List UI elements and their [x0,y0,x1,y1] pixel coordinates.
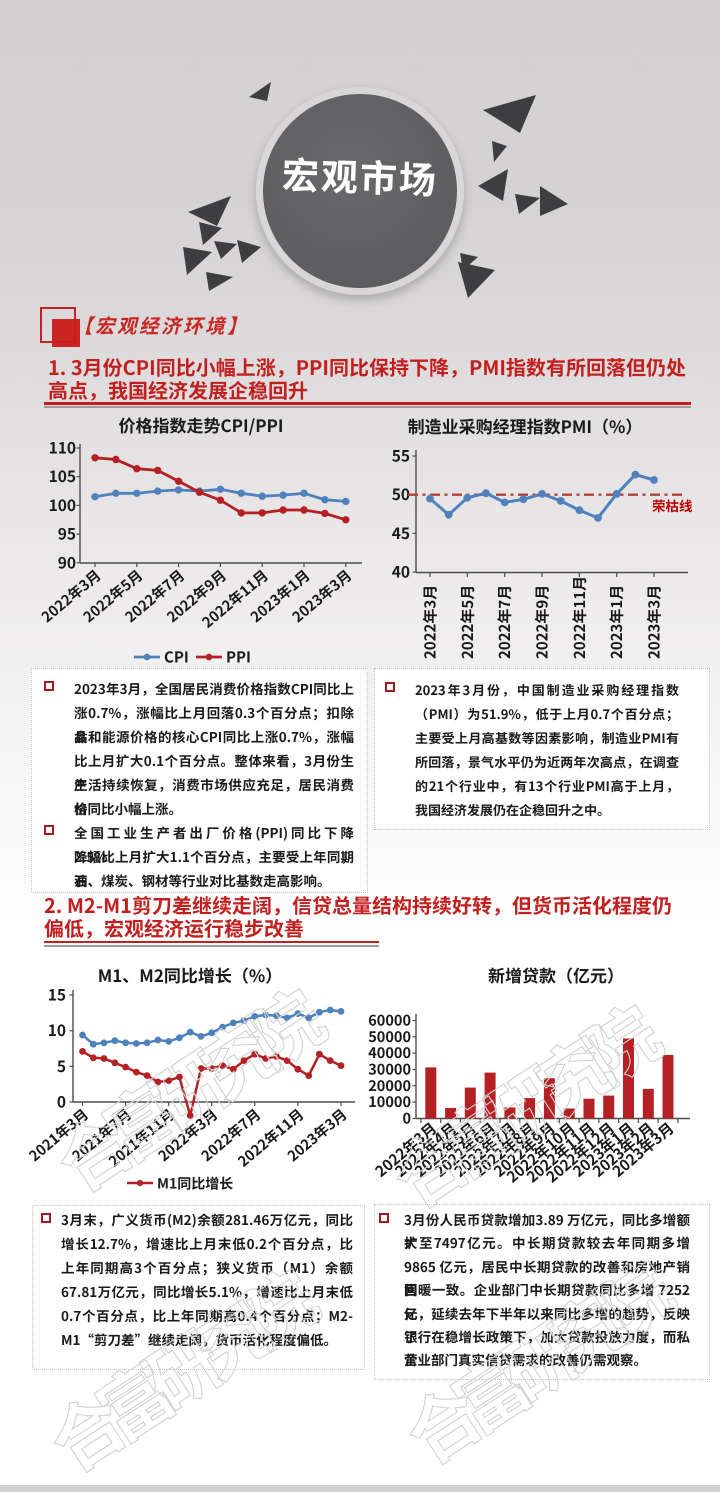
svg-text:2022年11月: 2022年11月 [569,576,590,659]
svg-text:5: 5 [57,1055,66,1077]
svg-text:新增贷款（亿元）: 新增贷款（亿元） [488,962,624,987]
svg-text:40000: 40000 [368,1042,411,1063]
svg-text:90: 90 [58,551,76,573]
svg-text:M1同比增长: M1同比增长 [157,1174,233,1194]
svg-text:2022年3月: 2022年3月 [420,585,441,659]
svg-text:20000: 20000 [368,1075,411,1096]
svg-text:2022年9月: 2022年9月 [532,585,553,659]
svg-text:105: 105 [49,465,76,487]
svg-text:100: 100 [49,494,76,516]
svg-text:45: 45 [392,522,410,544]
svg-text:2022年5月: 2022年5月 [457,585,478,659]
svg-text:50: 50 [392,483,410,505]
svg-text:PPI: PPI [226,647,251,668]
svg-text:10: 10 [48,1019,66,1041]
svg-text:荣枯线: 荣枯线 [652,495,693,515]
svg-text:50000: 50000 [368,1026,411,1047]
svg-text:价格指数走势CPI/PPI: 价格指数走势CPI/PPI [119,412,284,437]
svg-text:15: 15 [48,984,66,1006]
svg-text:2023年1月: 2023年1月 [606,585,627,659]
svg-text:CPI: CPI [164,647,189,668]
svg-text:10000: 10000 [368,1091,411,1112]
svg-text:制造业采购经理指数PMI（%）: 制造业采购经理指数PMI（%） [408,413,643,438]
svg-text:110: 110 [49,437,76,459]
svg-text:M1、M2同比增长（%）: M1、M2同比增长（%） [98,962,282,987]
svg-text:0: 0 [402,1108,411,1129]
svg-text:30000: 30000 [368,1059,411,1080]
svg-text:55: 55 [392,445,410,467]
svg-text:0: 0 [57,1091,66,1113]
svg-text:2022年7月: 2022年7月 [494,585,515,659]
svg-text:2023年3月: 2023年3月 [644,585,665,659]
svg-text:60000: 60000 [368,1010,411,1031]
svg-text:40: 40 [392,561,410,583]
svg-text:95: 95 [58,523,76,545]
